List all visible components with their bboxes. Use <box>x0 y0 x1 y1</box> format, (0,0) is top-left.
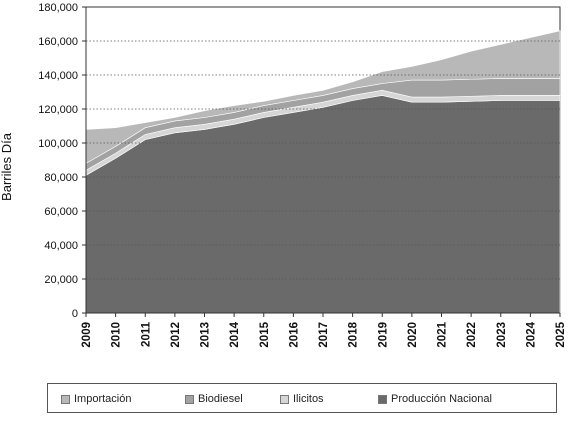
legend-item-importacion: Importación <box>61 392 131 406</box>
x-tick-label-2020: 2020 <box>407 322 419 348</box>
x-tick-label-2009: 2009 <box>81 322 93 348</box>
legend-label-ilicitos: Ilicitos <box>293 393 324 405</box>
legend-label-biodiesel: Biodiesel <box>198 393 243 405</box>
x-tick-label-2013: 2013 <box>200 322 212 348</box>
x-tick-label-2024: 2024 <box>525 321 537 347</box>
legend-swatch-biodiesel <box>185 394 194 404</box>
x-tick-label-2010: 2010 <box>111 322 123 348</box>
legend-label-produccion: Producción Nacional <box>391 393 492 405</box>
x-tick-label-2015: 2015 <box>259 321 271 347</box>
legend-item-produccion: Producción Nacional <box>378 392 492 406</box>
x-tick-label-2018: 2018 <box>348 321 360 347</box>
y-tick-label-1: 20,000 <box>44 274 78 286</box>
x-tick-label-2016: 2016 <box>288 322 300 348</box>
area-layer <box>85 30 561 314</box>
x-tick-label-2012: 2012 <box>170 322 182 348</box>
y-tick-label-8: 160,000 <box>38 36 78 48</box>
legend: Importación Biodiesel Ilicitos Producció… <box>47 383 557 413</box>
legend-swatch-ilicitos <box>280 394 289 404</box>
legend-item-biodiesel: Biodiesel <box>185 392 243 406</box>
x-tick-label-2019: 2019 <box>377 322 389 348</box>
y-tick-label-4: 80,000 <box>44 172 78 184</box>
x-tick-label-2022: 2022 <box>466 322 478 348</box>
y-tick-label-0: 0 <box>72 308 78 320</box>
x-tick-label-2011: 2011 <box>140 321 152 347</box>
x-tick-label-2023: 2023 <box>496 322 508 348</box>
legend-swatch-produccion <box>378 394 387 404</box>
legend-swatch-importacion <box>61 394 70 404</box>
y-tick-label-6: 120,000 <box>38 104 78 116</box>
y-tick-label-9: 180,000 <box>38 2 78 14</box>
legend-label-importacion: Importación <box>74 393 132 405</box>
y-tick-label-5: 100,000 <box>38 138 78 150</box>
x-tick-label-2025: 2025 <box>555 321 567 347</box>
y-tick-label-7: 140,000 <box>38 70 78 82</box>
x-tick-label-2017: 2017 <box>318 322 330 348</box>
x-tick-label-2021: 2021 <box>437 321 449 347</box>
y-tick-label-3: 60,000 <box>44 206 78 218</box>
axis-layer: 0 20,000 40,000 60,000 80,000 100,000 120,000 1… <box>38 2 567 348</box>
x-tick-label-2014: 2014 <box>229 321 241 347</box>
legend-item-ilicitos: Ilicitos <box>280 392 324 406</box>
y-tick-label-2: 40,000 <box>44 240 78 252</box>
area-series-importacion <box>85 30 561 164</box>
y-axis-label: Barriles Día <box>0 132 14 201</box>
